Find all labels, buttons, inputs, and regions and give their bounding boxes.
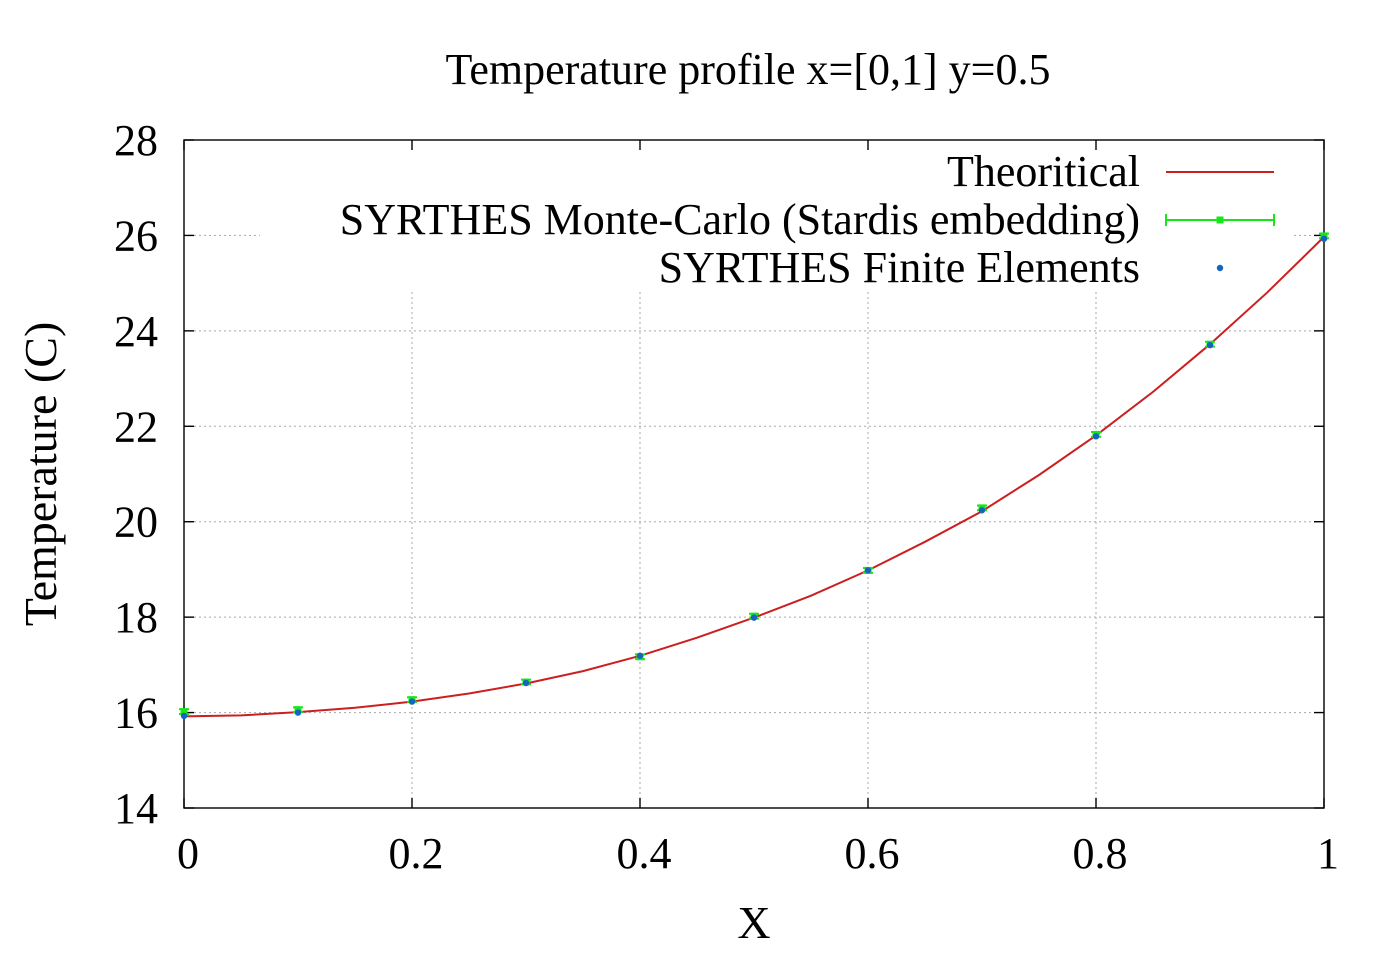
- series-line-theoritical: [183, 236, 1325, 718]
- finite-element-point: [522, 679, 530, 687]
- finite-element-point: [1206, 341, 1214, 349]
- finite-element-point: [750, 614, 758, 621]
- finite-element-point: [636, 652, 644, 659]
- y-tick-label: 22: [114, 402, 158, 451]
- series-2: [179, 232, 1329, 716]
- finite-element-point: [1092, 433, 1100, 440]
- x-tick-label: 0.4: [617, 829, 672, 878]
- monte-carlo-point: [180, 708, 188, 716]
- y-tick-label: 20: [114, 498, 158, 547]
- tick-layer: 0 0.2 0.4 0.6 0.8 1 14 16 18 20 22 24 26 28: [114, 116, 1339, 878]
- finite-element-point: [864, 567, 872, 574]
- y-axis-label: Temperature (C): [15, 322, 66, 627]
- y-tick-label: 24: [114, 307, 158, 356]
- series-1: [183, 236, 1325, 718]
- finite-element-point: [978, 507, 986, 514]
- finite-element-point: [294, 709, 302, 716]
- chart-title: Temperature profile x=[0,1] y=0.5: [446, 45, 1051, 94]
- y-tick-label: 18: [114, 593, 158, 642]
- y-tick-label: 28: [114, 116, 158, 165]
- x-tick-label: 0.6: [845, 829, 900, 878]
- x-tick-label: 0: [177, 829, 199, 878]
- y-tick-label: 16: [114, 689, 158, 738]
- x-tick-label: 0.8: [1073, 829, 1128, 878]
- y-tick-label: 14: [114, 784, 158, 833]
- legend-label: Theoritical: [947, 147, 1140, 196]
- x-tick-label: 1: [1317, 829, 1339, 878]
- finite-element-point: [1320, 235, 1328, 242]
- finite-element-point: [180, 712, 188, 720]
- grid-layer: [184, 234, 1324, 808]
- legend-label: SYRTHES Monte-Carlo (Stardis embedding): [340, 195, 1140, 244]
- legend-swatch-point: [1216, 216, 1224, 224]
- legend-label: SYRTHES Finite Elements: [659, 243, 1140, 292]
- finite-element-point: [408, 698, 416, 705]
- legend-swatch-point: [1216, 264, 1224, 272]
- series-3: [180, 235, 1328, 720]
- plot-frame: [183, 139, 1325, 809]
- y-tick-label: 26: [114, 211, 158, 260]
- series-layer: [179, 232, 1329, 720]
- x-tick-label: 0.2: [389, 829, 444, 878]
- x-axis-label: X: [737, 897, 770, 948]
